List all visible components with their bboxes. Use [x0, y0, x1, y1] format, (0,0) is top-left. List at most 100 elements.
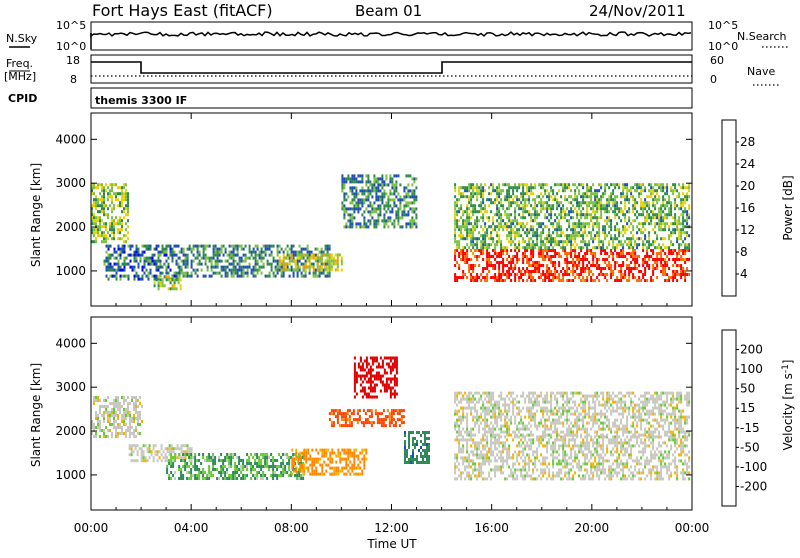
power-cell [295, 269, 297, 272]
power-cell [584, 258, 586, 261]
power-cell [257, 245, 259, 248]
power-cell [554, 228, 556, 231]
power-cell [648, 267, 650, 270]
velocity-cell [131, 399, 133, 402]
power-cell [514, 243, 516, 246]
power-cell [558, 225, 560, 228]
power-cell [660, 189, 662, 192]
power-cell [393, 186, 395, 189]
power-cell [111, 198, 113, 201]
power-cell [166, 272, 168, 275]
power-cell [146, 275, 148, 278]
power-cell [516, 186, 518, 189]
power-cell [512, 222, 514, 225]
power-cell [566, 279, 568, 282]
power-cell [570, 234, 572, 237]
power-cell [367, 204, 369, 207]
velocity-cell [386, 384, 388, 387]
power-cell [99, 210, 101, 213]
power-cell [684, 249, 686, 252]
power-cell [103, 201, 105, 204]
velocity-cell [99, 426, 101, 429]
power-cell [109, 183, 111, 186]
velocity-cell [458, 444, 460, 447]
power-cell [462, 234, 464, 237]
velocity-cell [182, 477, 184, 480]
velocity-cell [149, 447, 151, 450]
power-cell [634, 252, 636, 255]
power-cell [676, 195, 678, 198]
power-cell [158, 254, 160, 257]
power-cell [315, 256, 317, 259]
power-cell [672, 222, 674, 225]
velocity-cell [382, 360, 384, 363]
power-cell [554, 249, 556, 252]
power-cell [538, 225, 540, 228]
velocity-cell [321, 470, 323, 473]
power-cell [365, 225, 367, 228]
power-cell [688, 207, 690, 210]
power-cell [99, 198, 101, 201]
power-cell [524, 231, 526, 234]
power-cell [247, 275, 249, 278]
velocity-cell [194, 453, 196, 456]
power-cell [614, 201, 616, 204]
power-cell [101, 225, 103, 228]
power-cell [662, 216, 664, 219]
power-cell [357, 222, 359, 225]
velocity-cell [410, 455, 412, 458]
velocity-cell [428, 458, 430, 461]
velocity-cell [325, 449, 327, 452]
power-cell [123, 198, 125, 201]
power-cell [365, 183, 367, 186]
velocity-cell [119, 411, 121, 414]
power-cell [558, 261, 560, 264]
power-cell [594, 216, 596, 219]
velocity-cell [188, 477, 190, 480]
velocity-cell [303, 467, 305, 470]
velocity-cell [374, 378, 376, 381]
power-cell [646, 255, 648, 258]
power-cell [642, 207, 644, 210]
power-cell [221, 266, 223, 269]
velocity-cell [238, 474, 240, 477]
power-cell [534, 243, 536, 246]
power-cell [664, 222, 666, 225]
power-cell [329, 272, 331, 275]
power-cell [594, 204, 596, 207]
power-cell [678, 219, 680, 222]
power-cell [684, 219, 686, 222]
velocity-cell [468, 477, 470, 480]
power-cell [413, 192, 415, 195]
power-cell [506, 195, 508, 198]
power-cell [552, 255, 554, 258]
power-cell [628, 279, 630, 282]
power-cell [367, 174, 369, 177]
velocity-cell [351, 464, 353, 467]
power-cell [550, 255, 552, 258]
power-cell [351, 180, 353, 183]
power-cell [152, 257, 154, 260]
power-cell [121, 186, 123, 189]
velocity-cell [272, 474, 274, 477]
power-cell [415, 213, 417, 216]
power-cell [532, 198, 534, 201]
power-cell [614, 210, 616, 213]
power-cell [267, 260, 269, 263]
power-cell [249, 263, 251, 266]
power-cell [558, 279, 560, 282]
velocity-cell [396, 357, 398, 360]
power-cell [582, 222, 584, 225]
power-cell [634, 183, 636, 186]
power-cell [528, 213, 530, 216]
power-cell [409, 225, 411, 228]
power-cell [508, 255, 510, 258]
power-cell [666, 201, 668, 204]
power-cell [514, 231, 516, 234]
velocity-cell [282, 465, 284, 468]
velocity-cell [282, 462, 284, 465]
velocity-cell [454, 456, 456, 459]
power-cell [138, 275, 140, 278]
power-cell [172, 248, 174, 251]
power-cell [636, 189, 638, 192]
